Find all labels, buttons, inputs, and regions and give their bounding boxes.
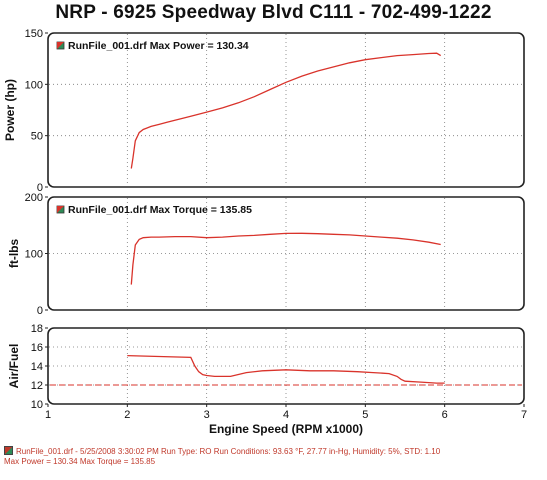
x-axis-label: Engine Speed (RPM x1000)	[209, 422, 363, 436]
x-tick-label: 1	[45, 409, 51, 421]
run-info-line: RunFile_001.drf - 5/25/2008 3:30:02 PM R…	[4, 446, 544, 457]
x-tick-label: 2	[124, 409, 130, 421]
series-line	[130, 52, 442, 169]
x-tick-label: 4	[283, 409, 289, 421]
legend-swatch-icon	[4, 446, 13, 455]
x-tick-label: 6	[442, 409, 448, 421]
legend-swatch-half	[57, 206, 64, 213]
run-conditions-text: RunFile_001.drf - 5/25/2008 3:30:02 PM R…	[16, 447, 441, 456]
legend-swatch-half	[57, 42, 64, 49]
y-tick-label: 100	[25, 249, 43, 261]
x-tick-label: 5	[362, 409, 368, 421]
series-line	[127, 354, 445, 384]
x-tick-label: 7	[521, 409, 527, 421]
page-title: NRP - 6925 Speedway Blvd C111 - 702-499-…	[55, 2, 492, 23]
legend-label: RunFile_001.drf Max Torque = 135.85	[68, 204, 252, 216]
y-tick-label: 0	[37, 305, 43, 317]
legend-label: RunFile_001.drf Max Power = 130.34	[68, 40, 249, 52]
y-tick-label: 150	[25, 28, 43, 40]
y-tick-label: 50	[31, 131, 43, 143]
y-tick-label: 18	[31, 323, 43, 335]
x-tick-label: 3	[204, 409, 210, 421]
y-axis-label: Air/Fuel	[7, 344, 21, 389]
series-line	[130, 232, 441, 285]
y-tick-label: 10	[31, 399, 43, 411]
y-tick-label: 0	[37, 182, 43, 194]
y-tick-label: 200	[25, 192, 43, 204]
y-tick-label: 12	[31, 380, 43, 392]
y-axis-label: ft-lbs	[7, 239, 21, 269]
run-summary-line: Max Power = 130.34 Max Torque = 135.85	[4, 457, 156, 466]
y-tick-label: 100	[25, 79, 43, 91]
y-axis-label: Power (hp)	[3, 79, 17, 141]
run-info-footer: RunFile_001.drf - 5/25/2008 3:30:02 PM R…	[4, 446, 544, 467]
y-tick-label: 14	[31, 361, 43, 373]
y-tick-label: 16	[31, 342, 43, 354]
